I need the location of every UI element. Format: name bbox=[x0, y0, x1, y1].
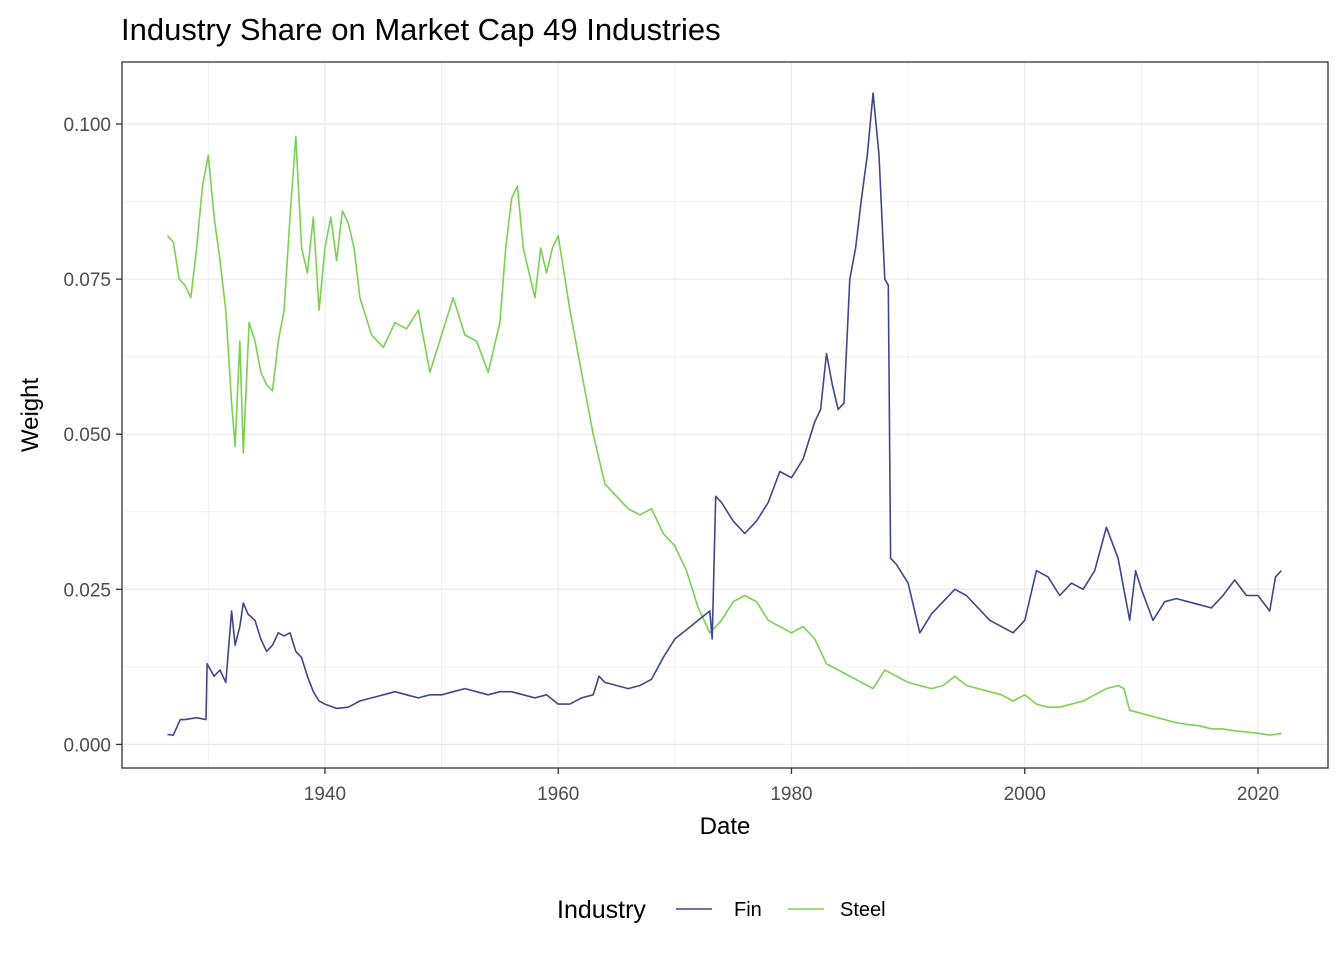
y-tick-label: 0.075 bbox=[63, 270, 111, 291]
major-gridlines bbox=[122, 62, 1328, 768]
series-line-fin bbox=[167, 92, 1282, 736]
x-tick-label: 1960 bbox=[537, 784, 579, 805]
y-axis-title: Weight bbox=[17, 378, 44, 453]
series-line-steel bbox=[166, 135, 1282, 736]
y-tick-label: 0.100 bbox=[63, 115, 111, 136]
x-axis-ticks: 1940 1960 1980 2000 2020 bbox=[304, 768, 1279, 805]
minor-gridlines bbox=[122, 62, 1328, 768]
x-tick-label: 1980 bbox=[770, 784, 812, 805]
y-tick-label: 0.000 bbox=[63, 735, 111, 756]
legend-title: Industry bbox=[557, 896, 646, 924]
x-tick-label: 2000 bbox=[1004, 784, 1046, 805]
y-axis-ticks: 0.000 0.025 0.050 0.075 0.100 bbox=[63, 115, 122, 756]
plot-panel-border bbox=[121, 61, 1329, 769]
legend-label-fin: Fin bbox=[734, 899, 762, 921]
series-layer bbox=[166, 92, 1282, 736]
x-axis-title: Date bbox=[700, 813, 751, 840]
x-tick-label: 2020 bbox=[1237, 784, 1279, 805]
y-tick-label: 0.025 bbox=[63, 580, 111, 601]
legend: Industry Fin Steel bbox=[557, 896, 886, 924]
x-tick-label: 1940 bbox=[304, 784, 346, 805]
legend-label-steel: Steel bbox=[840, 899, 886, 921]
chart-title: Industry Share on Market Cap 49 Industri… bbox=[121, 12, 721, 47]
y-tick-label: 0.050 bbox=[63, 425, 111, 446]
